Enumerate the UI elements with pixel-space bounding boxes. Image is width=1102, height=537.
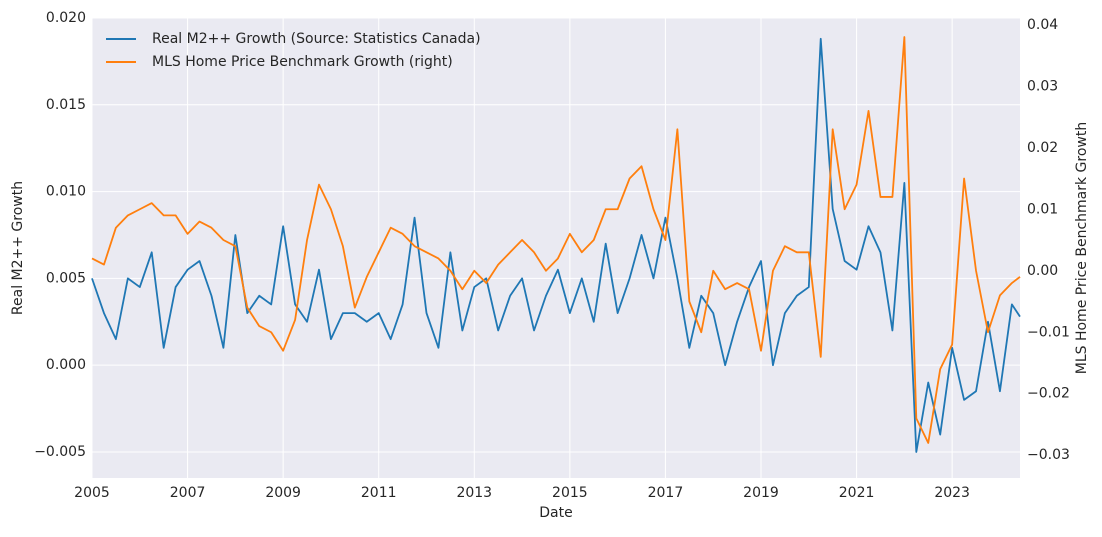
y-tick-label: 0.010: [46, 184, 86, 200]
y-tick-label: 0.005: [46, 270, 86, 286]
legend-label: MLS Home Price Benchmark Growth (right): [152, 54, 453, 70]
y2-tick-label: 0.01: [1027, 201, 1058, 217]
y-tick-label: 0.020: [46, 10, 86, 26]
y2-tick-label: −0.02: [1027, 386, 1070, 402]
plot-area: [92, 18, 1020, 478]
x-tick-label: 2015: [552, 485, 588, 501]
y2-axis-label: MLS Home Price Benchmark Growth: [1074, 122, 1090, 374]
y-tick-label: 0.000: [46, 357, 86, 373]
y2-tick-label: −0.01: [1027, 324, 1070, 340]
x-tick-label: 2005: [74, 485, 110, 501]
data-line: [91, 37, 1021, 453]
x-tick-label: 2013: [456, 485, 492, 501]
y2-tick-label: 0.03: [1027, 78, 1058, 94]
x-tick-label: 2019: [743, 485, 779, 501]
x-axis-label: Date: [539, 505, 572, 521]
y2-tick-label: −0.03: [1027, 447, 1070, 463]
y2-tick-label: 0.02: [1027, 140, 1058, 156]
x-tick-label: 2023: [934, 485, 970, 501]
y-axis-label: Real M2++ Growth: [10, 181, 26, 315]
x-tick-label: 2009: [265, 485, 301, 501]
x-tick-label: 2021: [839, 485, 875, 501]
data-line: [91, 36, 1021, 444]
x-tick-label: 2007: [170, 485, 206, 501]
legend-label: Real M2++ Growth (Source: Statistics Can…: [152, 31, 481, 47]
y-tick-label: 0.015: [46, 97, 86, 113]
x-tick-label: 2011: [361, 485, 397, 501]
y-tick-label: −0.005: [34, 444, 86, 460]
y2-tick-label: 0.04: [1027, 17, 1058, 33]
y2-tick-label: 0.00: [1027, 263, 1058, 279]
x-tick-label: 2017: [648, 485, 684, 501]
